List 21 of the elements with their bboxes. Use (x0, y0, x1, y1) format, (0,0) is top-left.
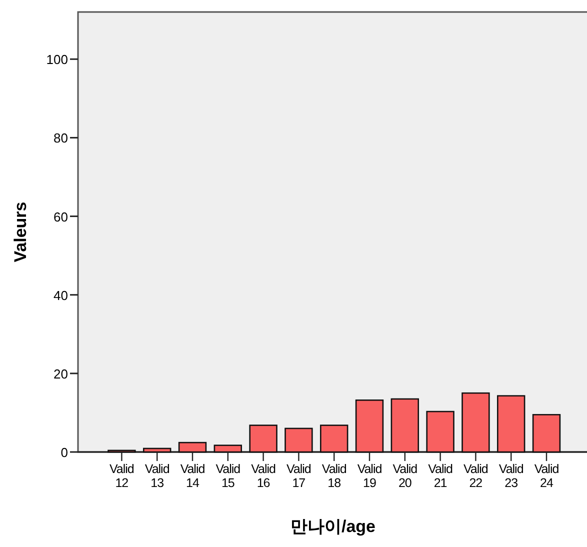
xlabel: 만나이/age (290, 517, 376, 536)
ytick-label: 40 (54, 288, 68, 303)
ytick-label: 60 (54, 209, 68, 224)
xtick-label: Valid 16 (251, 462, 276, 490)
xtick-label: Valid 15 (216, 462, 240, 490)
xtick-label: Valid 14 (180, 462, 205, 490)
xtick-label: Valid 13 (144, 462, 170, 490)
xtick-label: Valid 17 (286, 462, 311, 490)
xtick-label: Valid 19 (357, 462, 382, 490)
xtick-label: Valid 18 (322, 462, 346, 490)
ylabel: Valeurs (11, 202, 30, 262)
xtick-label: Valid 12 (110, 462, 134, 490)
xtick-label: Valid 23 (498, 462, 524, 490)
xtick-label: Valid 22 (464, 462, 488, 490)
xtick-label: Valid 21 (428, 462, 452, 490)
ytick-label: 20 (54, 366, 68, 382)
xtick-label: Valid 24 (534, 462, 559, 490)
ytick-label: 80 (54, 130, 68, 146)
ytick-label: 0 (60, 445, 68, 460)
ytick-label: 100 (46, 52, 68, 68)
xtick-label: Valid 20 (392, 462, 418, 490)
